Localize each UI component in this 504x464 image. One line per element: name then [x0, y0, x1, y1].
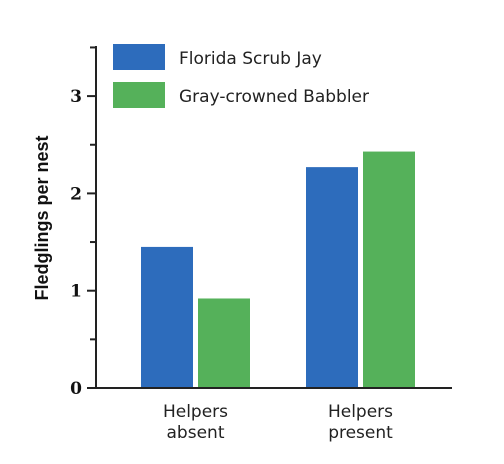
x-category-label-line: absent — [167, 423, 225, 443]
y-tick-label: 3 — [70, 87, 82, 107]
y-axis-label: Fledglings per nest — [32, 135, 52, 300]
bar-scrub-jay-1 — [306, 167, 358, 388]
bar-scrub-jay-0 — [141, 246, 193, 388]
y-tick-label: 0 — [70, 379, 82, 399]
legend: Florida Scrub Jay Gray-crowned Babbler — [113, 44, 369, 108]
x-category-label-line: present — [328, 423, 393, 443]
y-tick-label: 2 — [70, 184, 82, 204]
legend-label: Florida Scrub Jay — [179, 49, 322, 69]
x-category-label-line: Helpers — [328, 402, 393, 422]
x-category-label: Helpers present — [328, 402, 393, 443]
legend-swatch — [113, 82, 165, 108]
x-category-label-line: Helpers — [163, 402, 228, 422]
bars — [141, 151, 415, 388]
legend-swatch — [113, 44, 165, 70]
x-category-label: Helpers absent — [163, 402, 228, 443]
bar-babbler-0 — [198, 298, 250, 388]
legend-label: Gray-crowned Babbler — [179, 87, 369, 107]
bar-babbler-1 — [363, 151, 415, 388]
y-tick-label: 1 — [70, 282, 82, 302]
